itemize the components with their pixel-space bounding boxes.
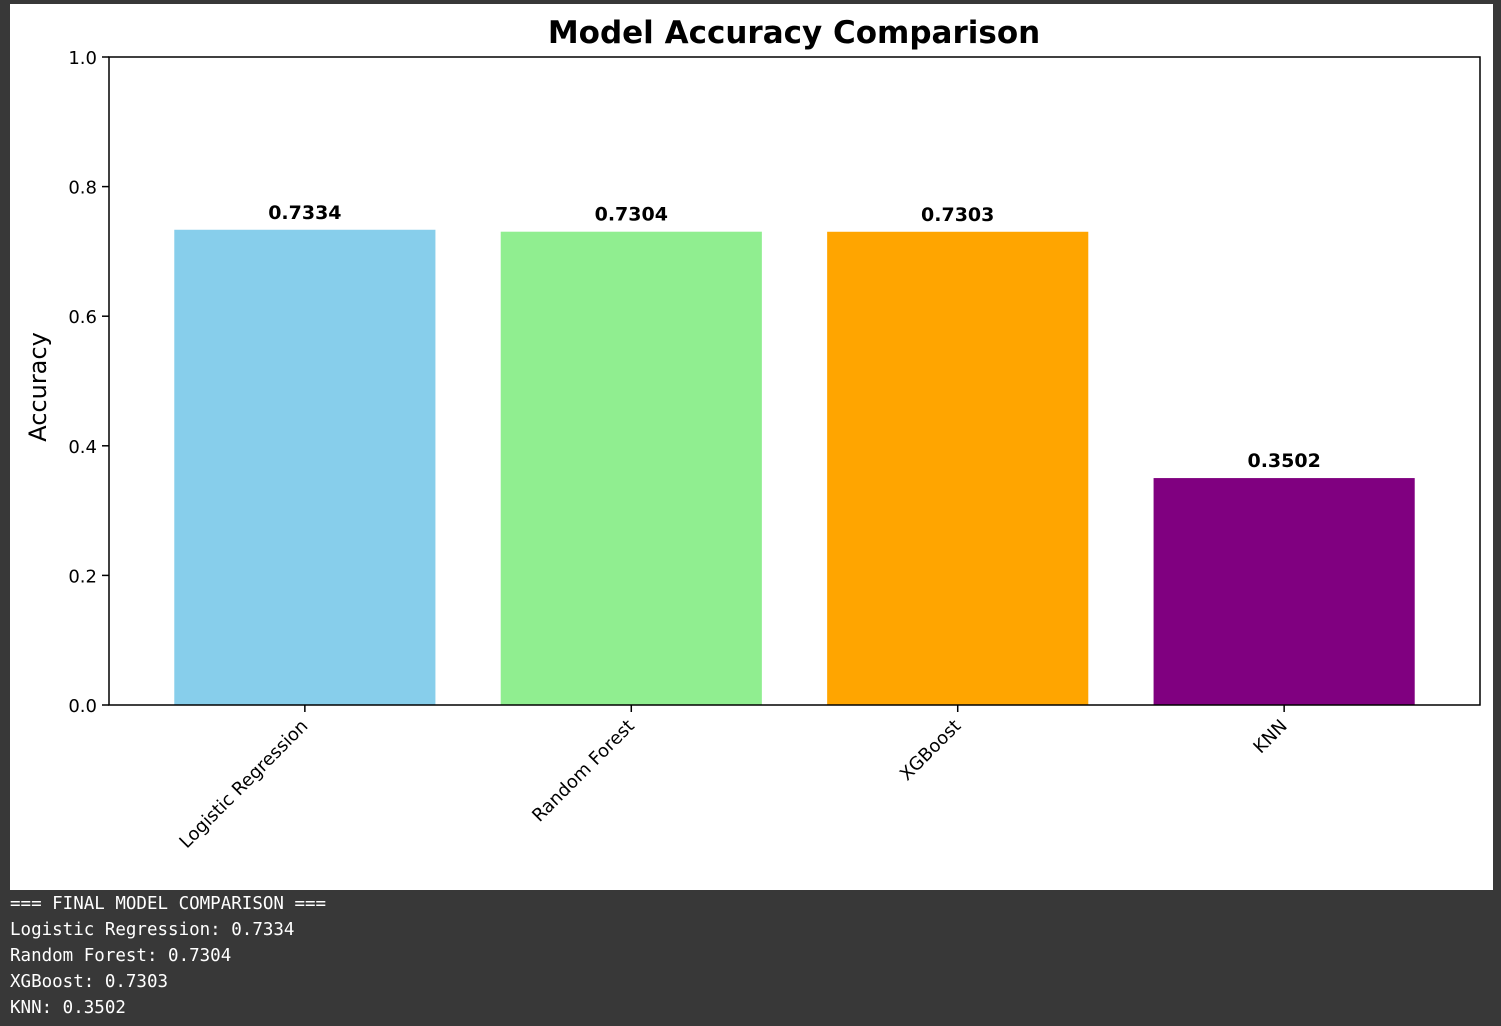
plot-area-border xyxy=(108,56,1481,706)
value-labels-layer: 0.7334 0.7304 0.7303 0.3502 xyxy=(268,202,1321,472)
y-axis-label: Accuracy xyxy=(24,332,52,442)
y-tick-label: 0.0 xyxy=(68,696,97,717)
console-output: === FINAL MODEL COMPARISON === Logistic … xyxy=(10,891,1490,1021)
x-tick-label: Logistic Regression xyxy=(175,716,312,853)
bar-value-label: 0.7334 xyxy=(268,202,341,224)
bar-value-label: 0.7304 xyxy=(595,204,668,226)
bar-xgboost xyxy=(827,231,1089,705)
chart-figure: Model Accuracy Comparison Accuracy 0.733… xyxy=(10,4,1493,890)
output-line-xgboost: XGBoost: 0.7303 xyxy=(10,972,169,992)
output-line-knn: KNN: 0.3502 xyxy=(10,998,126,1018)
output-line-logistic-regression: Logistic Regression: 0.7334 xyxy=(10,920,295,940)
x-tick-label: Random Forest xyxy=(528,716,639,827)
y-tick-label: 0.4 xyxy=(68,437,97,458)
x-tick-label: KNN xyxy=(1249,716,1291,758)
x-tick-label: XGBoost xyxy=(896,716,965,785)
y-tick-label: 0.6 xyxy=(68,307,97,328)
bar-value-label: 0.3502 xyxy=(1247,450,1320,472)
bar-logistic-regression xyxy=(174,229,436,705)
y-tick-label: 0.8 xyxy=(68,178,97,199)
output-line-header: === FINAL MODEL COMPARISON === xyxy=(10,894,327,914)
bars-layer xyxy=(174,229,1415,705)
output-line-random-forest: Random Forest: 0.7304 xyxy=(10,946,232,966)
x-axis-ticks: Logistic Regression Random Forest XGBoost K… xyxy=(175,705,1292,853)
y-axis-ticks: 0.0 0.2 0.4 0.6 0.8 1.0 xyxy=(68,48,109,717)
y-tick-label: 0.2 xyxy=(68,566,97,587)
bar-chart: Model Accuracy Comparison Accuracy 0.733… xyxy=(24,15,1481,853)
bar-value-label: 0.7303 xyxy=(921,204,994,226)
bar-random-forest xyxy=(500,231,762,705)
bar-knn xyxy=(1153,478,1415,705)
chart-title: Model Accuracy Comparison xyxy=(548,15,1040,51)
y-tick-label: 1.0 xyxy=(68,48,97,69)
